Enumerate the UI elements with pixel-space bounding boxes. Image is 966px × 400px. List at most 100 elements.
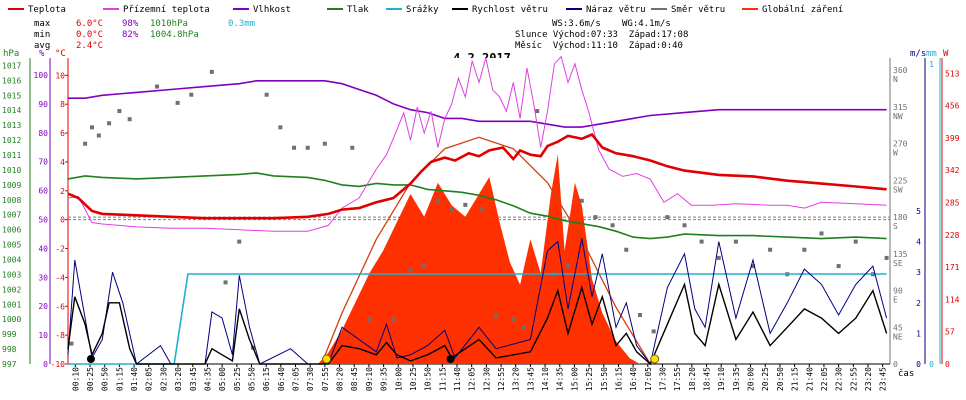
axis-unit-ms: m/s xyxy=(910,49,926,59)
time-tick-label: 08:20 xyxy=(336,367,345,391)
hpa-tick-label: 999 xyxy=(2,330,17,339)
wind-direction-point xyxy=(651,329,656,334)
dir-tick-label: NE xyxy=(893,332,903,341)
wind-direction-point xyxy=(511,317,516,322)
legend-label: Náraz větru xyxy=(586,5,646,15)
legend-label: Přízemní teplota xyxy=(123,5,210,15)
hpa-tick-label: 1014 xyxy=(2,106,21,115)
time-tick-label: 10:00 xyxy=(394,367,403,391)
hpa-tick-label: 1013 xyxy=(2,121,21,130)
time-tick-label: 21:40 xyxy=(805,367,814,391)
time-tick-label: 18:45 xyxy=(703,367,712,391)
legend-label: Srážky xyxy=(406,5,439,15)
time-tick-label: 06:15 xyxy=(262,367,271,391)
wind-direction-point xyxy=(480,206,485,211)
pct-tick-label: 30 xyxy=(38,273,48,282)
legend-item: Vlhkost xyxy=(233,5,291,15)
c-tick-label: -8 xyxy=(55,331,65,340)
dir-tick-label: 180 xyxy=(893,213,908,222)
wind-direction-point xyxy=(408,268,413,273)
stats-block: max 6.0°C 98% 1010hPa 0.3mm min 0.0°C 82… xyxy=(34,19,255,51)
c-tick-label: 8 xyxy=(60,100,65,109)
time-tick-label: 03:45 xyxy=(189,367,198,391)
time-tick-label: 02:30 xyxy=(159,367,168,391)
wind-direction-point xyxy=(751,264,755,269)
legend: Teplota Přízemní teplota Vlhkost Tlak Srážky… xyxy=(8,5,843,15)
mm-tick-label: 0 xyxy=(929,360,934,369)
time-tick-label: 15:00 xyxy=(570,367,579,391)
c-tick-label: -4 xyxy=(55,273,65,282)
time-tick-label: 17:30 xyxy=(658,367,667,391)
wind-direction-point xyxy=(223,280,228,285)
time-tick-label: 22:30 xyxy=(835,367,844,391)
pct-tick-label: 100 xyxy=(34,71,49,80)
wind-direction-point xyxy=(292,145,297,150)
w-tick-label: 513 xyxy=(945,69,960,78)
wind-direction-point xyxy=(802,247,807,252)
legend-label: Vlhkost xyxy=(253,5,291,15)
dir-tick-label: W xyxy=(893,149,898,158)
stat-max-hum: 98% xyxy=(122,19,139,29)
time-tick-label: 01:15 xyxy=(115,367,124,391)
wind-direction-point xyxy=(682,223,687,228)
wind-direction-point xyxy=(463,202,468,207)
axis-unit-hpa: hPa xyxy=(3,49,19,59)
hpa-tick-label: 1011 xyxy=(2,151,21,160)
ms-tick-label: 0 xyxy=(916,360,921,369)
time-tick-label: 23:45 xyxy=(879,367,888,391)
hpa-tick-label: 1009 xyxy=(2,181,21,190)
wind-direction-point xyxy=(89,125,94,130)
pct-tick-label: 60 xyxy=(38,187,48,196)
c-tick-label: 10 xyxy=(55,71,65,80)
hpa-tick-label: 1015 xyxy=(2,91,21,100)
w-tick-label: 228 xyxy=(945,231,960,240)
hpa-tick-label: 1016 xyxy=(2,76,21,85)
dir-tick-label: NW xyxy=(893,112,903,121)
dir-tick-label: 315 xyxy=(893,103,908,112)
wind-direction-point xyxy=(237,239,242,244)
wind-direction-point xyxy=(175,100,180,105)
wind-direction-point xyxy=(665,215,670,220)
time-tick-label: 11:40 xyxy=(453,367,462,391)
hpa-tick-label: 1010 xyxy=(2,166,21,175)
wind-direction-point xyxy=(494,313,499,318)
c-tick-label: 0 xyxy=(60,216,65,225)
time-tick-label: 00:25 xyxy=(86,367,95,391)
ms-tick-label: 5 xyxy=(916,207,921,216)
time-tick-label: 19:10 xyxy=(717,367,726,391)
info-moon: Měsíc Východ:11:10 Západ:0:40 xyxy=(515,41,683,51)
sunset-marker xyxy=(650,354,660,364)
dir-tick-label: SE xyxy=(893,259,903,268)
hpa-tick-label: 1007 xyxy=(2,211,21,220)
series-radiation-area xyxy=(318,154,640,364)
legend-item: Náraz větru xyxy=(566,5,646,15)
stat-min-press: 1004.8hPa xyxy=(150,30,199,40)
ms-tick-label: 4 xyxy=(916,238,921,247)
wind-direction-point xyxy=(209,69,214,74)
legend-item: Přízemní teplota xyxy=(103,5,210,15)
wind-direction-point xyxy=(422,264,427,269)
stat-avg-temp: 2.4°C xyxy=(76,41,103,51)
ms-tick-label: 1 xyxy=(916,329,921,338)
hpa-tick-label: 1002 xyxy=(2,285,21,294)
wind-direction-point xyxy=(768,247,773,252)
c-tick-label: -2 xyxy=(55,245,65,254)
moonset-marker xyxy=(86,355,95,363)
hpa-tick-label: 1012 xyxy=(2,136,21,145)
wind-direction-point xyxy=(322,141,327,146)
time-tick-label: 06:40 xyxy=(277,367,286,391)
dir-tick-label: 225 xyxy=(893,176,908,185)
c-tick-label: 6 xyxy=(60,129,65,138)
wind-direction-point xyxy=(127,117,132,122)
series-pressure xyxy=(67,172,887,240)
time-tick-label: 01:40 xyxy=(130,367,139,391)
legend-item: Srážky xyxy=(386,5,439,15)
time-tick-label: 14:35 xyxy=(556,367,565,391)
dir-tick-label: 0 xyxy=(893,360,898,369)
pct-tick-label: 70 xyxy=(38,158,48,167)
series-humidity xyxy=(68,80,887,128)
hpa-tick-label: 998 xyxy=(2,345,17,354)
time-tick-label: 20:50 xyxy=(776,367,785,391)
info-ws: WS:3.6m/s xyxy=(552,19,601,29)
wind-direction-point xyxy=(566,264,571,269)
